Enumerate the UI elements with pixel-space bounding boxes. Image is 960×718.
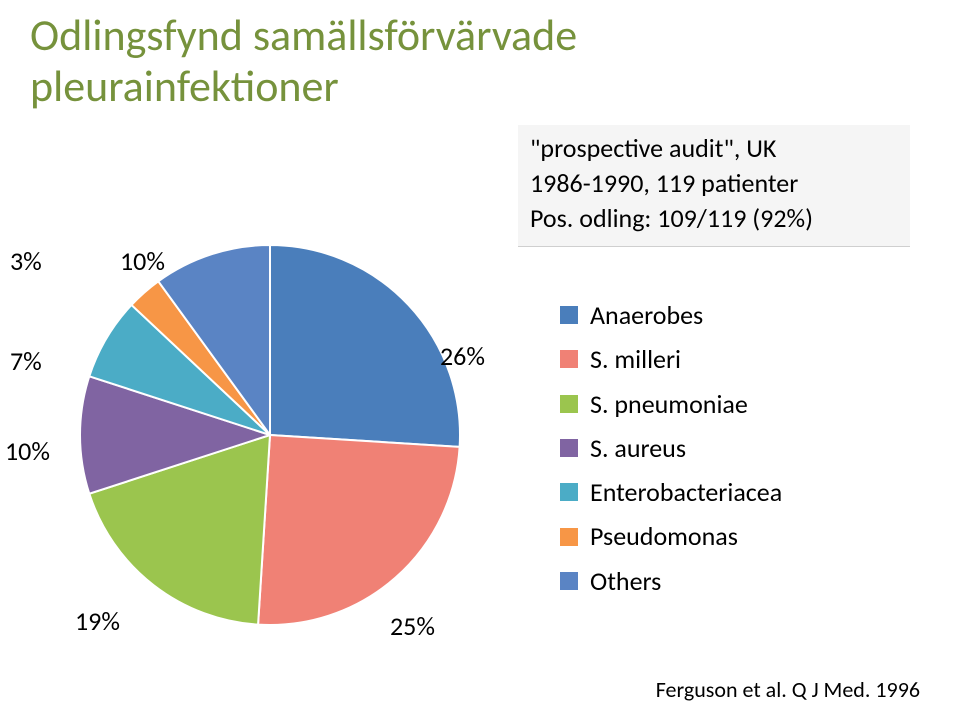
legend-swatch <box>560 572 578 590</box>
pie-slice-label: 7% <box>10 345 42 377</box>
legend-label: Others <box>590 561 661 601</box>
pie-slice-label: 26% <box>440 340 485 372</box>
pie-slice-label: 10% <box>120 245 165 277</box>
pie-slice <box>270 245 460 447</box>
info-line-1: "prospective audit", UK <box>530 131 900 166</box>
title-line-2: pleurainfektioner <box>30 59 339 113</box>
legend-item: Enterobacteriacea <box>560 472 782 512</box>
legend-label: S. milleri <box>590 339 681 379</box>
pie-slice-label: 3% <box>10 245 42 277</box>
pie-slice-label: 25% <box>390 610 435 642</box>
chart-legend: AnaerobesS. milleri S. pneumoniaeS. aureu… <box>560 295 782 605</box>
info-line-3: Pos. odling: 109/119 (92%) <box>530 201 900 236</box>
page-title: Odlingsfynd samällsförvärvade pleurainfe… <box>30 10 577 111</box>
legend-swatch <box>560 306 578 324</box>
legend-item: S. pneumoniae <box>560 384 782 424</box>
legend-swatch <box>560 395 578 413</box>
legend-item: S. aureus <box>560 428 782 468</box>
legend-item: Pseudomonas <box>560 516 782 556</box>
info-line-2: 1986-1990, 119 patienter <box>530 166 900 201</box>
legend-swatch <box>560 439 578 457</box>
legend-item: Others <box>560 561 782 601</box>
pie-slice-label: 19% <box>75 605 120 637</box>
study-info-box: "prospective audit", UK 1986-1990, 119 p… <box>518 125 910 247</box>
legend-label: Anaerobes <box>590 295 703 335</box>
legend-label: S. aureus <box>590 428 686 468</box>
legend-swatch <box>560 350 578 368</box>
legend-label: S. pneumoniae <box>590 384 748 424</box>
title-line-1: Odlingsfynd samällsförvärvade <box>30 8 577 62</box>
legend-item: Anaerobes <box>560 295 782 335</box>
legend-label: Pseudomonas <box>590 516 738 556</box>
pie-slice <box>258 435 460 625</box>
citation: Ferguson et al. Q J Med. 1996 <box>656 676 920 703</box>
pie-slice-label: 10% <box>5 435 50 467</box>
legend-label: Enterobacteriacea <box>590 472 782 512</box>
legend-swatch <box>560 528 578 546</box>
pie-chart: 26%25%19%10%7%3%10% <box>10 210 530 680</box>
legend-swatch <box>560 483 578 501</box>
legend-item: S. milleri <box>560 339 782 379</box>
